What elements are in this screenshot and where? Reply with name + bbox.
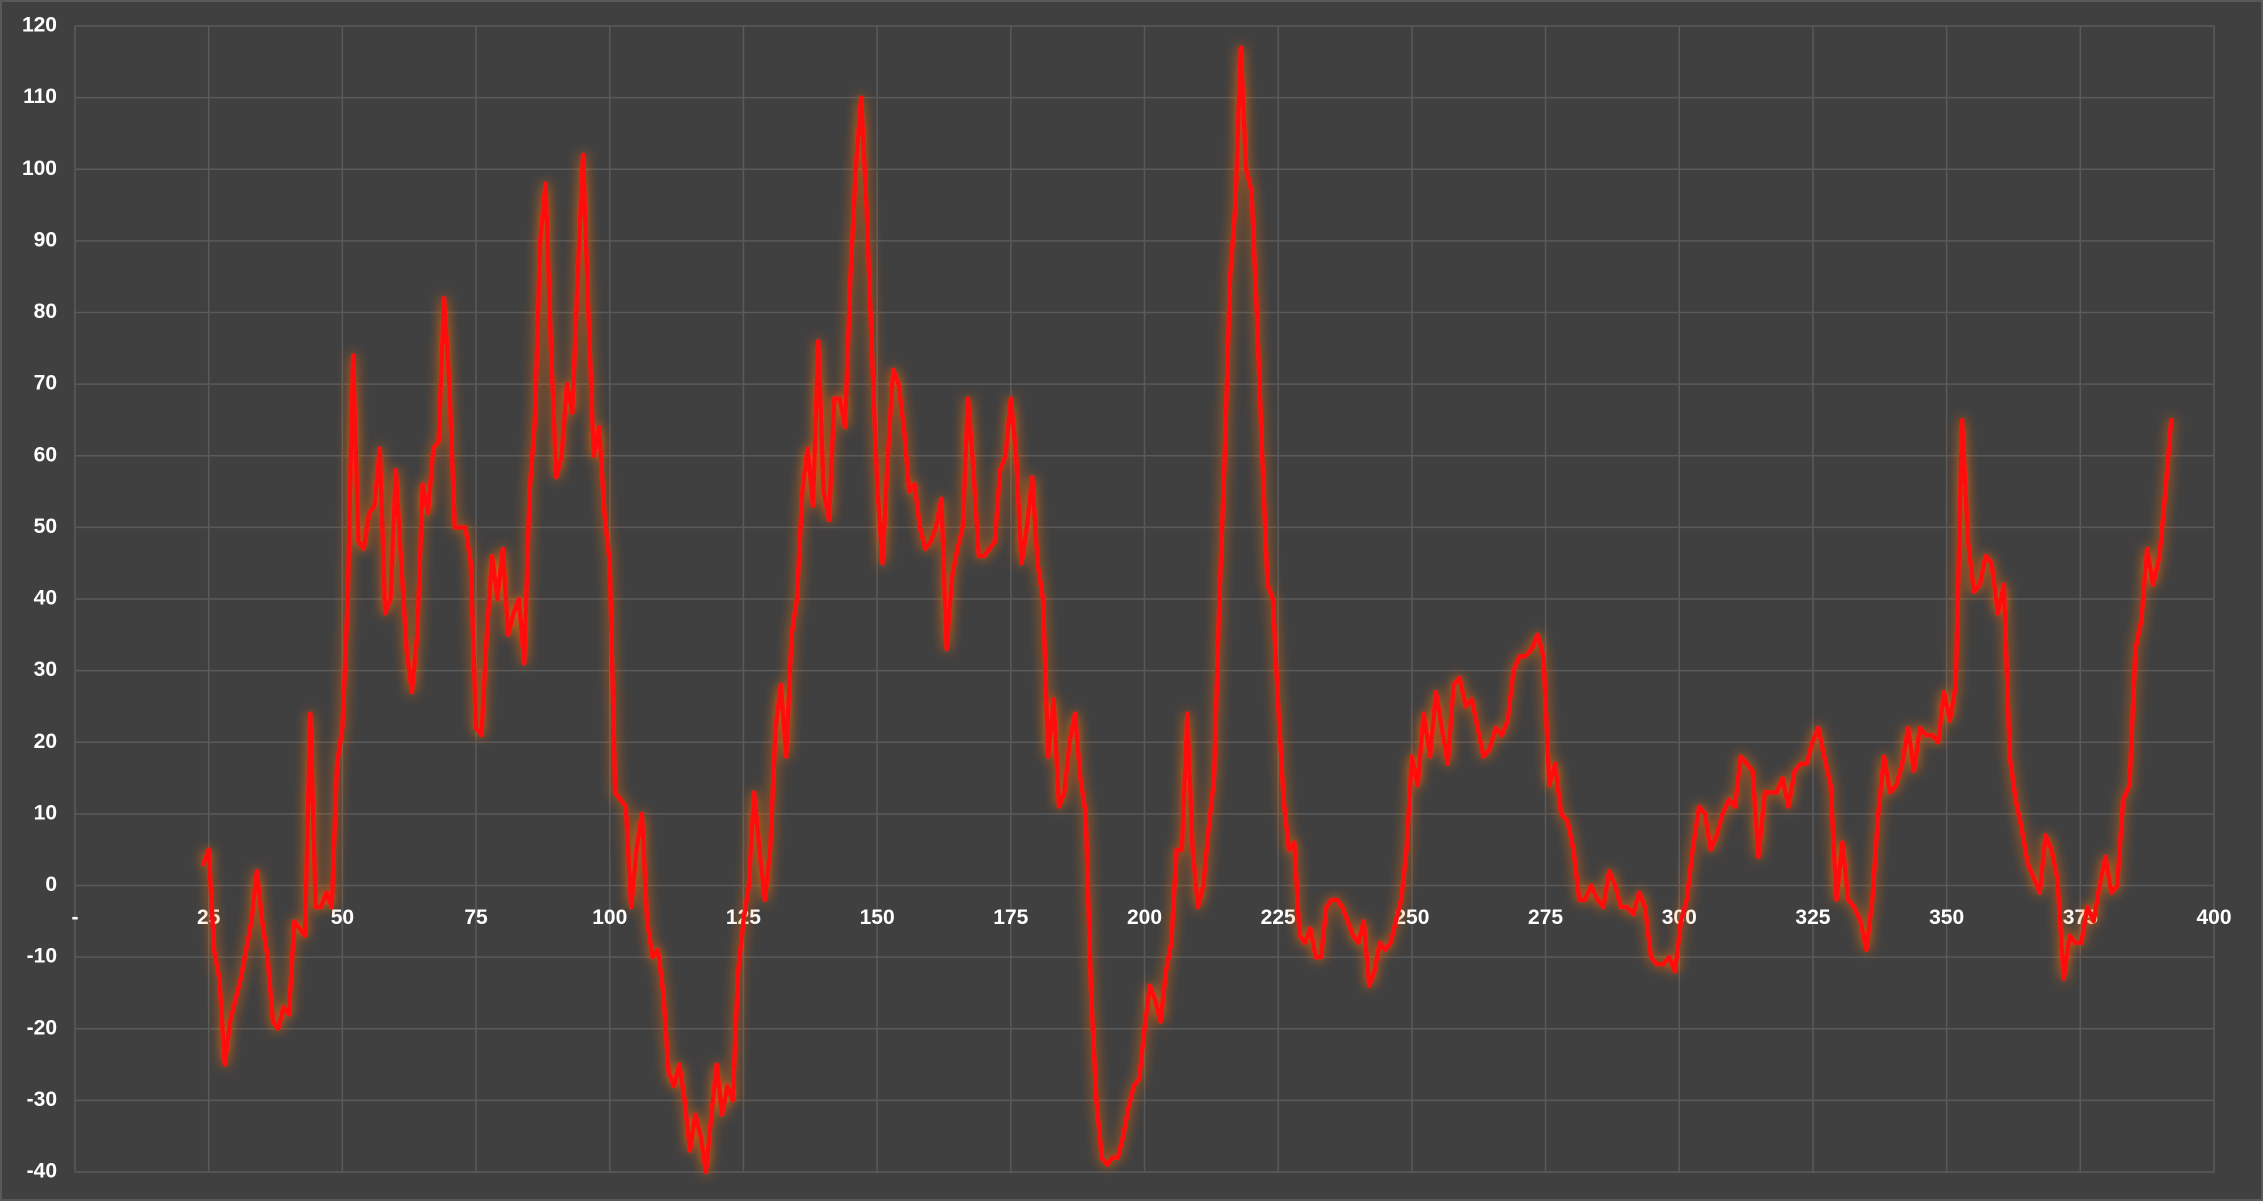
y-tick-label: 50 — [34, 515, 57, 538]
y-tick-label: -20 — [27, 1016, 57, 1039]
x-tick-label: 250 — [1394, 906, 1429, 929]
x-tick-label: 200 — [1127, 906, 1162, 929]
y-tick-label: 10 — [34, 801, 57, 824]
x-tick-label: 25 — [197, 906, 221, 929]
x-tick-label: 100 — [592, 906, 627, 929]
y-tick-label: 90 — [34, 228, 57, 251]
x-tick-label: 275 — [1528, 906, 1563, 929]
x-tick-label: 225 — [1261, 906, 1296, 929]
x-tick-label: - — [72, 906, 79, 929]
x-tick-label: 300 — [1662, 906, 1697, 929]
x-tick-label: 50 — [331, 906, 354, 929]
y-tick-label: -10 — [27, 945, 57, 968]
x-tick-label: 400 — [2196, 906, 2231, 929]
y-tick-label: 100 — [22, 157, 57, 180]
y-tick-label: 120 — [22, 14, 57, 37]
y-tick-label: 30 — [34, 658, 57, 681]
x-tick-label: 75 — [464, 906, 488, 929]
y-tick-label: 110 — [23, 85, 57, 108]
y-tick-label: -40 — [27, 1160, 57, 1183]
x-tick-label: 350 — [1929, 906, 1964, 929]
y-tick-label: 70 — [34, 372, 57, 395]
y-tick-label: 80 — [34, 300, 57, 323]
y-tick-label: 60 — [34, 443, 57, 466]
x-tick-label: 325 — [1795, 906, 1830, 929]
y-tick-label: 20 — [34, 730, 57, 753]
x-tick-label: 175 — [993, 906, 1028, 929]
y-tick-label: 40 — [34, 587, 57, 610]
y-tick-label: 0 — [45, 873, 57, 896]
x-tick-label: 150 — [860, 906, 895, 929]
data-line — [201, 45, 2174, 1175]
y-tick-label: -30 — [27, 1088, 57, 1111]
